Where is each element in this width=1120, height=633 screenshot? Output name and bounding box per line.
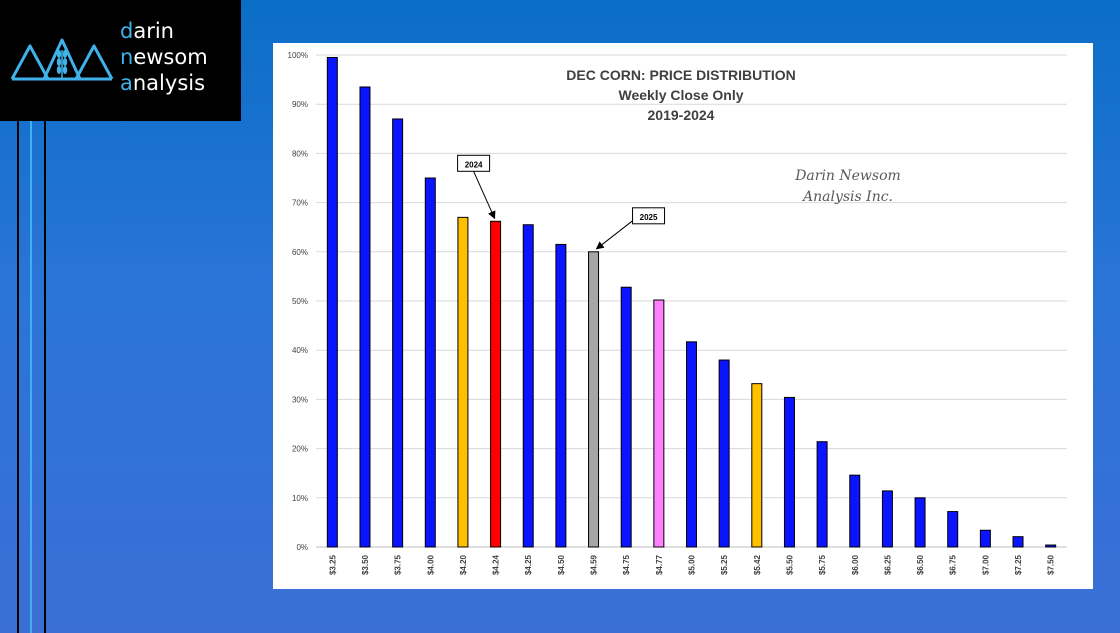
x-tick-label: $6.50 [916,554,925,575]
bar [359,86,371,548]
x-tick-label: $5.00 [688,554,697,575]
x-tick-label: $4.25 [524,554,533,575]
bar [424,177,436,548]
brand-line-1: darin [120,19,174,43]
annotation-box [632,207,666,225]
x-tick-label: $4.77 [655,554,664,575]
y-tick-label: 70% [292,199,308,208]
y-tick-label: 40% [292,346,308,355]
annotation-label: 2025 [640,213,658,222]
x-tick-label: $4.24 [492,554,501,575]
x-tick-label: $3.50 [361,554,370,575]
x-tick-label: $4.75 [622,554,631,575]
x-tick-label: $4.00 [426,554,435,575]
x-tick-label: $5.42 [753,554,762,575]
y-tick-label: 30% [292,395,308,404]
x-tick-label: $3.75 [394,554,403,575]
chart-title-line-3: 2019-2024 [648,107,715,123]
bar [326,56,338,548]
decor-line-1 [17,121,19,633]
bars [326,56,1057,548]
y-tick-label: 60% [292,248,308,257]
chart-title-line-1: DEC CORN: PRICE DISTRIBUTION [566,67,795,83]
bar [816,441,828,548]
bar [588,251,600,548]
x-tick-label: $4.59 [590,554,599,575]
x-tick-label: $6.75 [949,554,958,575]
bar [783,396,795,548]
x-tick-label: $3.25 [328,554,337,575]
annotations: 2024 2025 [457,154,666,250]
y-axis-labels: 0% 10% 20% 30% 40% 50% 60% 70% 80% 90% 100% [288,51,308,552]
x-tick-label: $6.00 [851,554,860,575]
bar [686,341,697,548]
y-tick-label: 50% [292,297,308,306]
brand-line-2: newsom [120,45,208,69]
y-tick-label: 10% [292,494,308,503]
bar [457,216,469,548]
bar [522,224,534,548]
x-tick-label: $5.50 [785,554,794,575]
bar [914,497,926,548]
bar [1045,544,1057,548]
annotation-arrow [595,220,633,250]
y-tick-label: 0% [296,543,308,552]
y-tick-label: 90% [292,100,308,109]
triple-mountain-wheat-icon [10,38,114,81]
bar [555,243,567,548]
price-distribution-chart: 0%10%20%30%40%50%60%70%80%90%100% $3.25 $… [288,51,1067,575]
y-tick-label: 80% [292,149,308,158]
x-tick-label: $6.25 [883,554,892,575]
bar [620,286,632,548]
annotation-arrow [473,171,496,220]
watermark-line-1: Darin Newsom [794,168,901,184]
bar [979,529,991,548]
bar [849,474,861,548]
watermark-line-2: Analysis Inc. [801,189,893,205]
y-tick-label: 100% [288,51,308,60]
bar [751,383,763,548]
brand-name: darin newsom analysis [120,18,208,96]
bar [1012,536,1024,548]
brand-line-3: analysis [120,71,206,95]
x-tick-label: $7.50 [1047,554,1056,575]
brand-logo: darin newsom analysis [0,0,241,121]
bar [490,220,502,548]
x-tick-label: $4.50 [557,554,566,575]
annotation-label: 2024 [465,160,483,169]
decor-line-3 [44,121,46,633]
bar [718,359,730,548]
annotation-2024: 2024 [457,154,496,220]
x-tick-label: $7.00 [981,554,990,575]
x-tick-label: $5.25 [720,554,729,575]
x-tick-label: $4.20 [459,554,468,575]
annotation-box [457,154,491,172]
y-tick-label: 20% [292,445,308,454]
chart-title-line-2: Weekly Close Only [618,87,743,103]
chart-panel: 0% 10% 20% 30% 40% 50% 60% 70% 80% 90% 100% $3.25 $… [273,43,1093,589]
decor-line-2 [30,121,32,633]
bar [947,511,959,548]
bar [881,490,893,548]
annotation-2025: 2025 [595,207,666,250]
bar [653,299,665,548]
x-tick-label: $7.25 [1014,554,1023,575]
bar [392,118,404,548]
x-tick-label: $5.75 [818,554,827,575]
x-axis-labels: $3.25 $3.50 $3.75 $4.00 $4.20 $4.24 $4.25 $4.50… [328,554,1055,575]
